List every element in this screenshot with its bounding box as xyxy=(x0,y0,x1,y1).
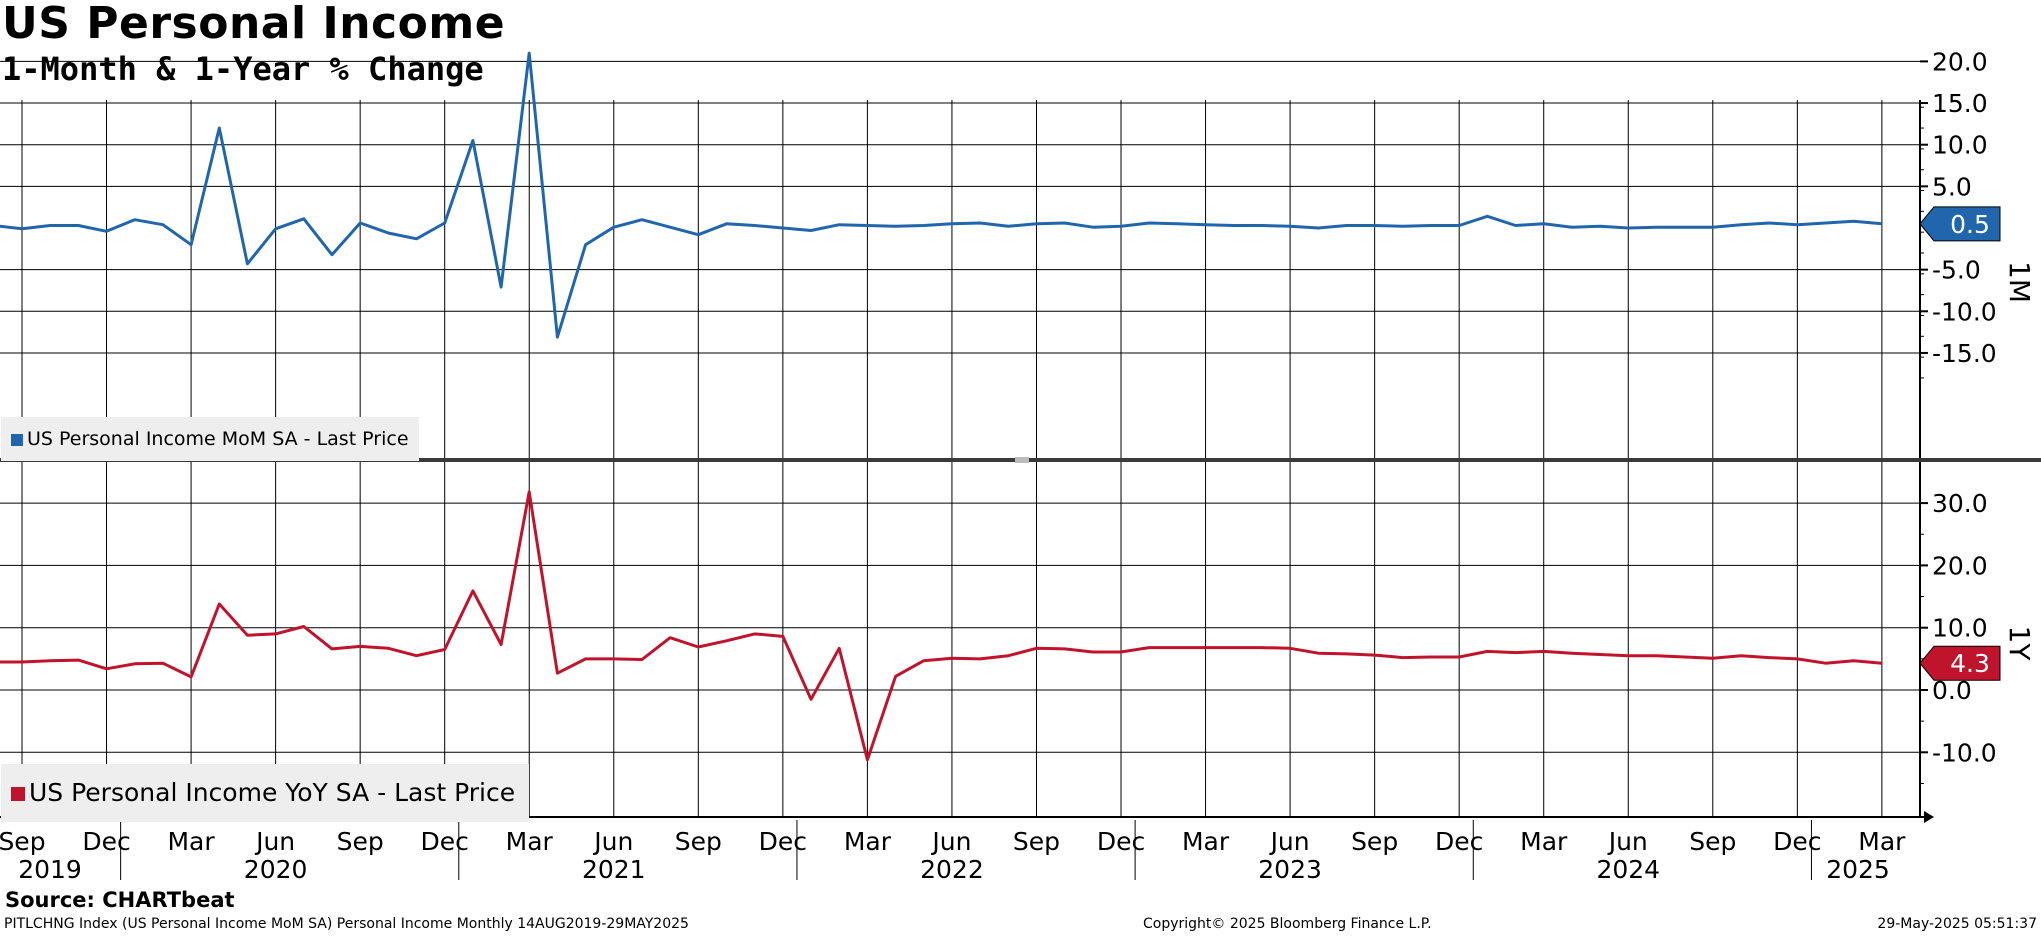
xtick-month-label: Jun xyxy=(1269,827,1310,856)
xtick-month-label: Jun xyxy=(592,827,633,856)
legend-yoy: US Personal Income YoY SA - Last Price xyxy=(1,764,530,822)
yoy-series-line xyxy=(0,490,1883,762)
ytick-label: -5.0 xyxy=(1932,256,1981,285)
xtick-month-label: Sep xyxy=(1689,827,1736,856)
xtick-month-label: Mar xyxy=(844,827,892,856)
last-value-label: 4.3 xyxy=(1950,649,1990,678)
xtick-month-label: Dec xyxy=(1773,827,1821,856)
xtick-month-label: Mar xyxy=(1182,827,1230,856)
xtick-month-label: Dec xyxy=(421,827,469,856)
ytick-label: 20.0 xyxy=(1932,551,1988,580)
ytick-label: -10.0 xyxy=(1932,738,1997,767)
xtick-month-label: Mar xyxy=(506,827,554,856)
xtick-month-label: Mar xyxy=(1858,827,1906,856)
x-axis-arrow xyxy=(1924,811,1934,823)
ytick-label: 10.0 xyxy=(1932,614,1988,643)
ytick-label: -10.0 xyxy=(1932,297,1997,326)
xtick-year-label: 2023 xyxy=(1258,855,1322,884)
xtick-year-label: 2025 xyxy=(1826,855,1890,884)
ytick-label: 10.0 xyxy=(1932,131,1988,160)
last-value-tag xyxy=(1919,645,2001,681)
legend-mom-swatch xyxy=(11,433,23,446)
mom-series-line xyxy=(0,51,1883,339)
chart-title: US Personal Income xyxy=(2,0,506,49)
legend-yoy-swatch xyxy=(11,787,25,801)
xtick-month-label: Sep xyxy=(675,827,722,856)
xtick-month-label: Jun xyxy=(1607,827,1648,856)
xtick-year-label: 2024 xyxy=(1596,855,1660,884)
divider-handle xyxy=(1015,457,1029,463)
panel-axis-label: 1M xyxy=(2003,261,2036,303)
xtick-month-label: Dec xyxy=(1435,827,1483,856)
ytick-label: 30.0 xyxy=(1932,489,1988,518)
xtick-month-label: Jun xyxy=(930,827,971,856)
legend-yoy-label: US Personal Income YoY SA - Last Price xyxy=(29,778,516,807)
xtick-month-label: Sep xyxy=(337,827,384,856)
ytick-label: 20.0 xyxy=(1932,47,1988,76)
legend-mom: US Personal Income MoM SA - Last Price xyxy=(1,417,419,461)
last-value-tag xyxy=(1919,206,2001,242)
xtick-year-label: 2019 xyxy=(18,855,82,884)
xtick-year-label: 2022 xyxy=(920,855,984,884)
ytick-label: -15.0 xyxy=(1932,339,1997,368)
xtick-month-label: Sep xyxy=(1351,827,1398,856)
xtick-month-label: Mar xyxy=(1520,827,1568,856)
copyright: Copyright© 2025 Bloomberg Finance L.P. xyxy=(1143,916,1432,932)
xtick-year-label: 2021 xyxy=(582,855,646,884)
legend-mom-label: US Personal Income MoM SA - Last Price xyxy=(27,428,409,450)
xtick-month-label: Dec xyxy=(1097,827,1145,856)
last-value-label: 0.5 xyxy=(1950,210,1990,239)
chart-subtitle: 1-Month & 1-Year % Change xyxy=(2,50,484,88)
panel-axis-label: 1Y xyxy=(2003,626,2036,662)
ytick-label: 15.0 xyxy=(1932,89,1988,118)
source-label: Source: CHARTbeat xyxy=(5,888,235,912)
xtick-month-label: Dec xyxy=(759,827,807,856)
xtick-month-label: Mar xyxy=(167,827,215,856)
ytick-label: 5.0 xyxy=(1932,172,1972,201)
xtick-month-label: Dec xyxy=(82,827,130,856)
ytick-label: 0.0 xyxy=(1932,676,1972,705)
xtick-month-label: Sep xyxy=(1013,827,1060,856)
xtick-month-label: Sep xyxy=(0,827,46,856)
timestamp: 29-May-2025 05:51:37 xyxy=(1877,916,2037,932)
series-layer xyxy=(0,51,1883,762)
axis-layer: -15.0-10.0-5.05.010.015.020.00.51M-10.00… xyxy=(0,47,2041,884)
xtick-year-label: 2020 xyxy=(244,855,308,884)
xtick-month-label: Jun xyxy=(254,827,295,856)
index-description: PITLCHNG Index (US Personal Income MoM S… xyxy=(4,916,689,932)
